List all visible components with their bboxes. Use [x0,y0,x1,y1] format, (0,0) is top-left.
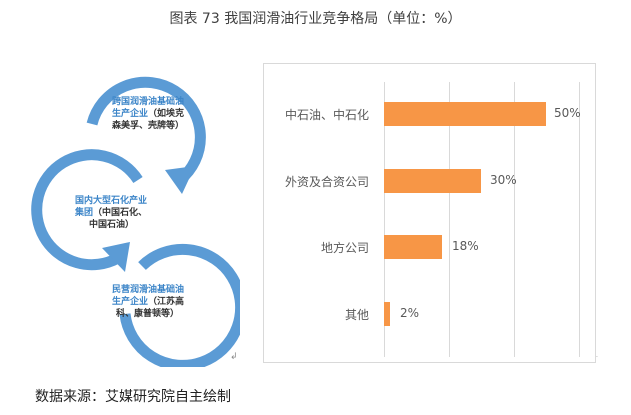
diagram-node-private: 民营润滑油基础油 生产企业（江苏高 科、康普顿等） [112,285,185,319]
category-label: 中石油、中石化 [284,108,369,122]
value-label: 18% [452,239,479,253]
bar-chart: 中石油、中石化 50% 外资及合资公司 30% 地方公司 18% 其他 2% [263,63,596,363]
diagram-node-domestic-group: 国内大型石化产业 集团（中国石化、 中国石油） [75,196,148,230]
chart-title: 图表 73 我国润滑油行业竞争格局（单位：%） [169,11,462,27]
corner-mark: · [596,354,598,361]
bar-row: 中石油、中石化 50% [264,102,595,126]
category-label: 地方公司 [320,241,369,255]
bar [384,169,481,193]
industry-cycle-diagram: 跨国润滑油基础油 生产企业（如埃克 森美孚、壳牌等） 国内大型石化产业 集团（中… [30,62,240,367]
return-mark: ↲ [230,352,238,362]
value-label: 2% [400,306,420,320]
value-label: 30% [490,173,517,187]
bar [384,102,546,126]
gridline-20 [449,82,450,357]
value-label: 50% [554,106,581,120]
bar-row: 外资及合资公司 30% [264,169,595,193]
cycle-arrows-icon [31,76,240,367]
category-label: 其他 [344,308,369,322]
diagram-node-multinational: 跨国润滑油基础油 生产企业（如埃克 森美孚、壳牌等） [112,97,185,131]
bar-row: 地方公司 18% [264,235,595,259]
gridline-60 [579,82,580,357]
bar [384,302,390,326]
gridline-0 [384,82,385,357]
bar-row: 其他 2% [264,302,595,326]
category-label: 外资及合资公司 [284,175,369,189]
gridline-40 [514,82,515,357]
data-source-note: 数据来源：艾媒研究院自主绘制 [35,389,231,405]
bar [384,235,442,259]
